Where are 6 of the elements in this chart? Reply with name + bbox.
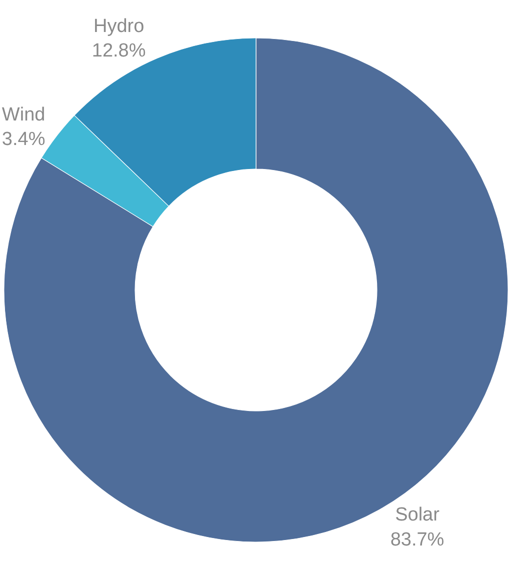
data-label: 83.7% bbox=[390, 529, 444, 550]
slice-label: Solar bbox=[395, 504, 440, 526]
slice-label: Wind bbox=[2, 104, 46, 126]
data-label: 12.8% bbox=[92, 40, 146, 62]
data-label: 3.4% bbox=[2, 129, 46, 150]
slice-label: Hydro bbox=[93, 16, 144, 37]
